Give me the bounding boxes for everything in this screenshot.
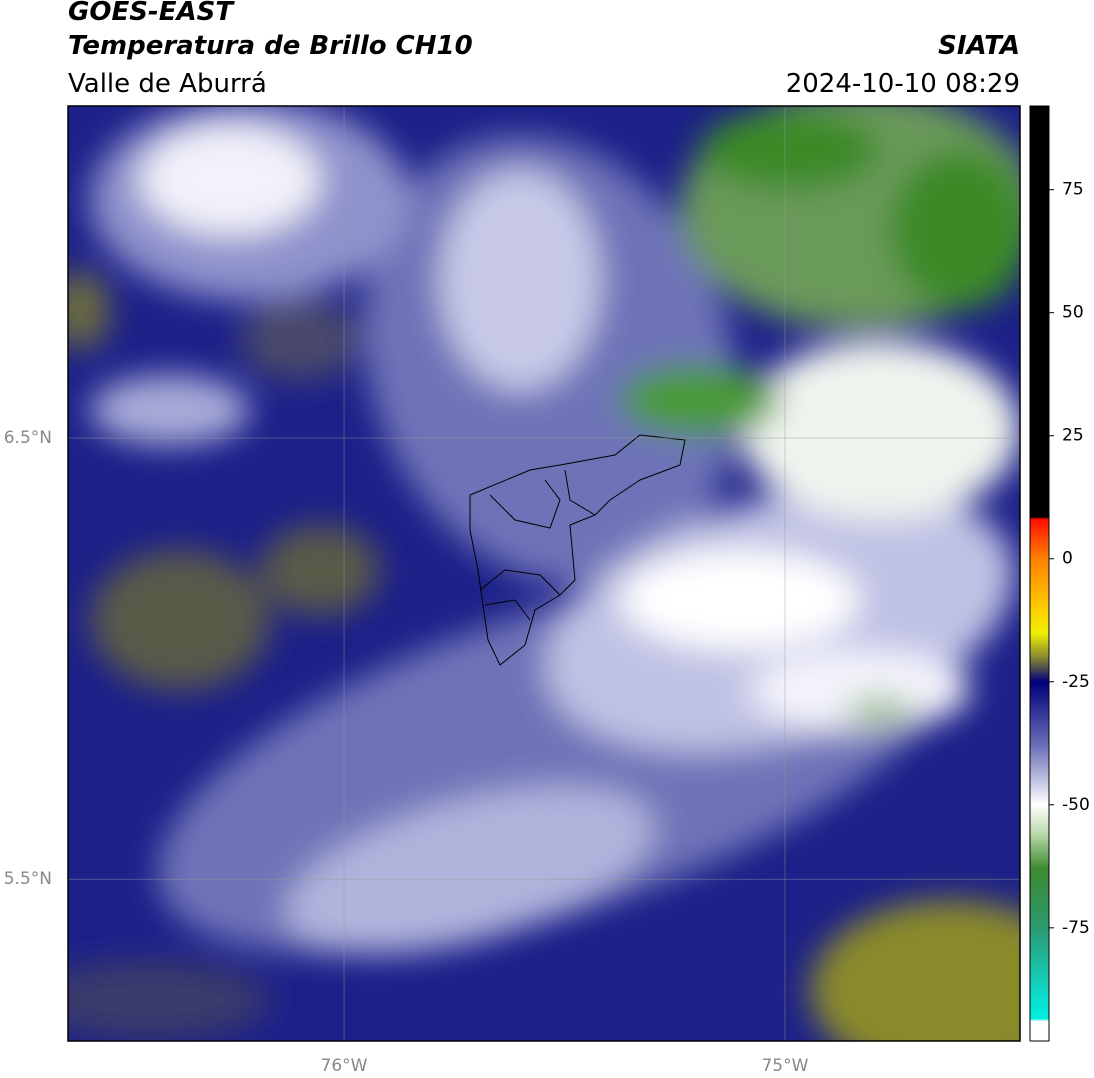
lon-tick-label: 76°W bbox=[321, 1056, 368, 1076]
colorbar-tick-label: -25 bbox=[1062, 672, 1090, 692]
timestamp: 2024-10-10 08:29 bbox=[786, 69, 1020, 99]
title: GOES-EAST bbox=[68, 0, 235, 27]
colorbar-tick-label: 75 bbox=[1062, 180, 1084, 200]
map-image bbox=[68, 106, 1020, 1041]
colorbar-tick-label: 50 bbox=[1062, 303, 1084, 323]
colorbar bbox=[1030, 106, 1049, 1041]
graticule bbox=[68, 106, 1020, 1041]
map-frame bbox=[67, 105, 1021, 1042]
colorbar-tick-label: -75 bbox=[1062, 918, 1090, 938]
subtitle: Temperatura de Brillo CH10 bbox=[68, 31, 473, 61]
colorbar-frame bbox=[1029, 105, 1050, 1042]
region: Valle de Aburrá bbox=[68, 69, 267, 99]
source: SIATA bbox=[938, 31, 1020, 61]
lat-tick-label: 6.5°N bbox=[4, 428, 52, 448]
lat-tick-label: 5.5°N bbox=[4, 869, 52, 889]
lon-tick-label: 75°W bbox=[761, 1056, 808, 1076]
colorbar-tick-label: 0 bbox=[1062, 549, 1073, 569]
colorbar-tick-label: 25 bbox=[1062, 426, 1084, 446]
colorbar-tick-label: -50 bbox=[1062, 795, 1090, 815]
